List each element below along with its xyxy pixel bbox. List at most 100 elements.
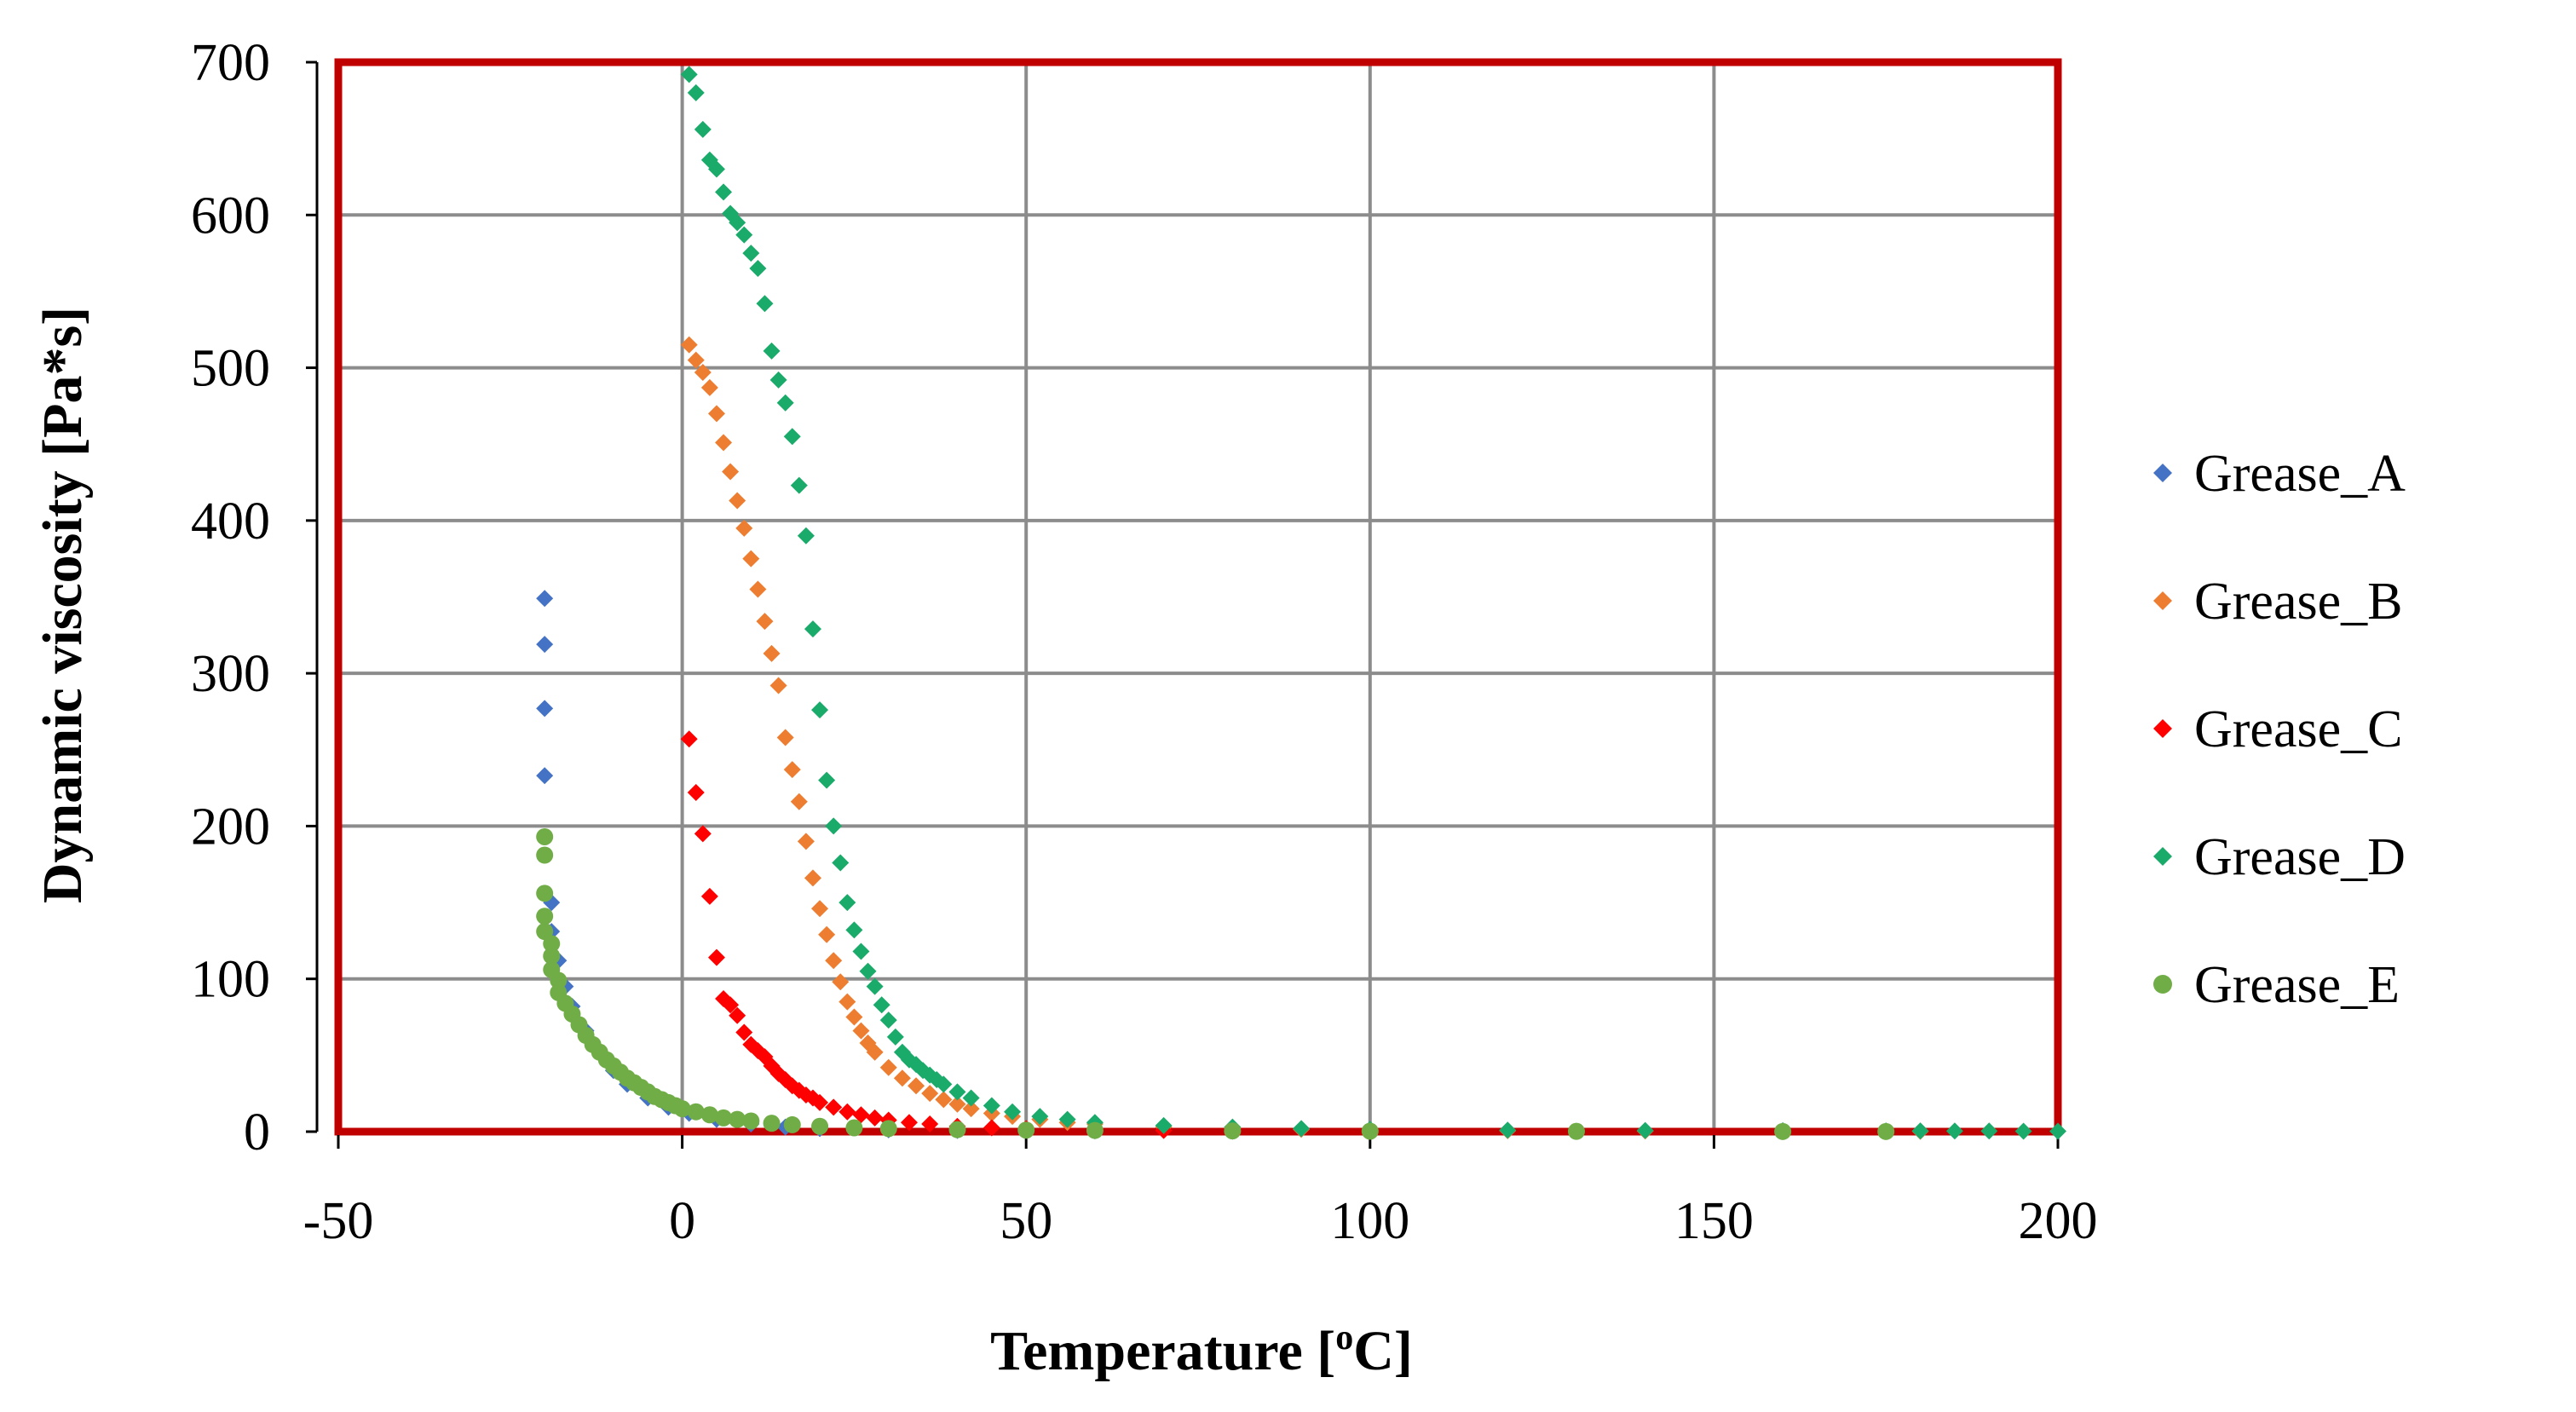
grease-d-point: [811, 701, 829, 719]
grease-d-point: [715, 183, 733, 201]
grease-c-point: [729, 1006, 746, 1024]
grease-b-point: [962, 1100, 980, 1118]
grease-d-point: [886, 1028, 904, 1046]
grease-b-point: [715, 434, 733, 452]
grease-d-point: [825, 817, 843, 835]
grease-e-point: [687, 1103, 705, 1121]
grease-d-point: [729, 214, 746, 232]
grease-e-point: [1086, 1121, 1104, 1139]
data-points: [536, 66, 2066, 1140]
y-tick-label: 400: [191, 493, 270, 550]
plot-frame: [334, 58, 2062, 1136]
grease-b-legend-marker: [2153, 591, 2172, 610]
grease-b-point: [921, 1085, 939, 1103]
grease-d-point: [735, 226, 753, 244]
y-tick-label: 700: [191, 34, 270, 92]
grease-d-point: [1911, 1122, 1929, 1140]
grease-c-point: [811, 1093, 829, 1111]
grease-d-point: [1499, 1121, 1517, 1139]
grease-d-point: [866, 977, 884, 995]
grease-b-legend-label: Grease_B: [2194, 573, 2402, 631]
grease-e-point: [700, 1106, 718, 1124]
grease-d-point: [769, 371, 787, 389]
grease-d-point: [742, 245, 760, 262]
grease-d-point: [694, 120, 712, 138]
x-axis-title: Temperature [oC]: [990, 1318, 1413, 1382]
grease-e-point: [543, 935, 561, 953]
grease-d-point: [1293, 1120, 1311, 1138]
grease-b-point: [935, 1091, 953, 1109]
grease-d-point: [756, 295, 774, 313]
legend: Grease_A Grease_B Grease_C Grease_D Grease_E: [2153, 445, 2406, 1014]
grease-b-point: [866, 1043, 884, 1061]
grease-e-point: [1877, 1122, 1895, 1140]
grease-d-point: [804, 620, 821, 638]
grease-b-point: [852, 1022, 870, 1040]
x-tick-label: 0: [669, 1192, 695, 1250]
y-tick-label: 300: [191, 645, 270, 703]
grease-d-point: [687, 84, 705, 101]
grease-b-point: [722, 463, 740, 481]
grease-e-legend-marker: [2153, 975, 2172, 994]
grease-c-point: [838, 1103, 856, 1121]
grease-d-point: [852, 942, 870, 960]
grease-e-point: [536, 846, 554, 864]
grease-d-point: [983, 1097, 1000, 1115]
grease-d-point: [707, 160, 725, 178]
grease-c-point: [700, 887, 718, 905]
grease-c-point: [983, 1119, 1000, 1137]
grease-e-point: [536, 885, 554, 902]
grease-b-point: [776, 729, 794, 746]
grease-c-point: [921, 1115, 939, 1133]
y-axis-title: Dynamic viscosity [Pa*s]: [32, 307, 94, 903]
x-tick-label: 100: [1330, 1192, 1409, 1250]
grease-b-point: [763, 644, 781, 662]
grease-b-point: [948, 1095, 966, 1113]
grease-c-point: [694, 825, 712, 843]
grease-c-point: [900, 1114, 918, 1132]
grease-b-point: [811, 900, 829, 918]
grease-b-point: [729, 492, 746, 510]
grease-b-point: [818, 925, 836, 943]
x-tick-labels: -50 0 50 100 150 200: [303, 1192, 2098, 1250]
grease-e-point: [783, 1115, 801, 1133]
grease-b-point: [804, 869, 821, 887]
grease-d-point: [776, 394, 794, 412]
grease-c-point: [722, 996, 740, 1014]
grease-d-legend-label: Grease_D: [2194, 828, 2406, 886]
grease-e-point: [811, 1117, 829, 1135]
grease-e-point: [673, 1100, 691, 1118]
grease-b-point: [783, 761, 801, 779]
grease-c-legend-label: Grease_C: [2194, 700, 2402, 758]
grease-d-point: [948, 1083, 966, 1101]
x-tick-label: 200: [2019, 1192, 2098, 1250]
grease-a-point: [536, 767, 554, 785]
grease-e-point: [1224, 1122, 1242, 1140]
y-tick-labels: 0 100 200 300 400 500 600 700: [191, 34, 270, 1161]
grease-d-point: [1155, 1116, 1173, 1134]
grease-c-point: [707, 948, 725, 966]
grease-d-point: [838, 894, 856, 912]
plot-border: [334, 58, 2062, 1136]
y-tick-label: 100: [191, 951, 270, 1009]
grease-e-point: [715, 1109, 733, 1127]
grease-c-legend-marker: [2153, 719, 2172, 738]
grease-a-point: [536, 700, 554, 718]
y-tick-label: 500: [191, 340, 270, 398]
grease-e-point: [948, 1121, 966, 1138]
grease-d-point: [962, 1089, 980, 1107]
grease-a-legend-marker: [2153, 464, 2172, 482]
grease-b-point: [700, 378, 718, 396]
x-tick-label: 50: [1000, 1192, 1052, 1250]
grease-c-point: [866, 1109, 884, 1127]
grease-d-point: [1945, 1122, 1963, 1140]
grease-b-point: [687, 351, 705, 369]
grease-e-point: [536, 827, 554, 845]
grease-d-point: [680, 66, 698, 84]
grease-e-point: [1017, 1121, 1035, 1139]
grease-e-point: [845, 1119, 863, 1137]
grease-e-point: [543, 947, 561, 965]
grease-e-point: [550, 971, 568, 989]
grease-b-point: [825, 952, 843, 970]
